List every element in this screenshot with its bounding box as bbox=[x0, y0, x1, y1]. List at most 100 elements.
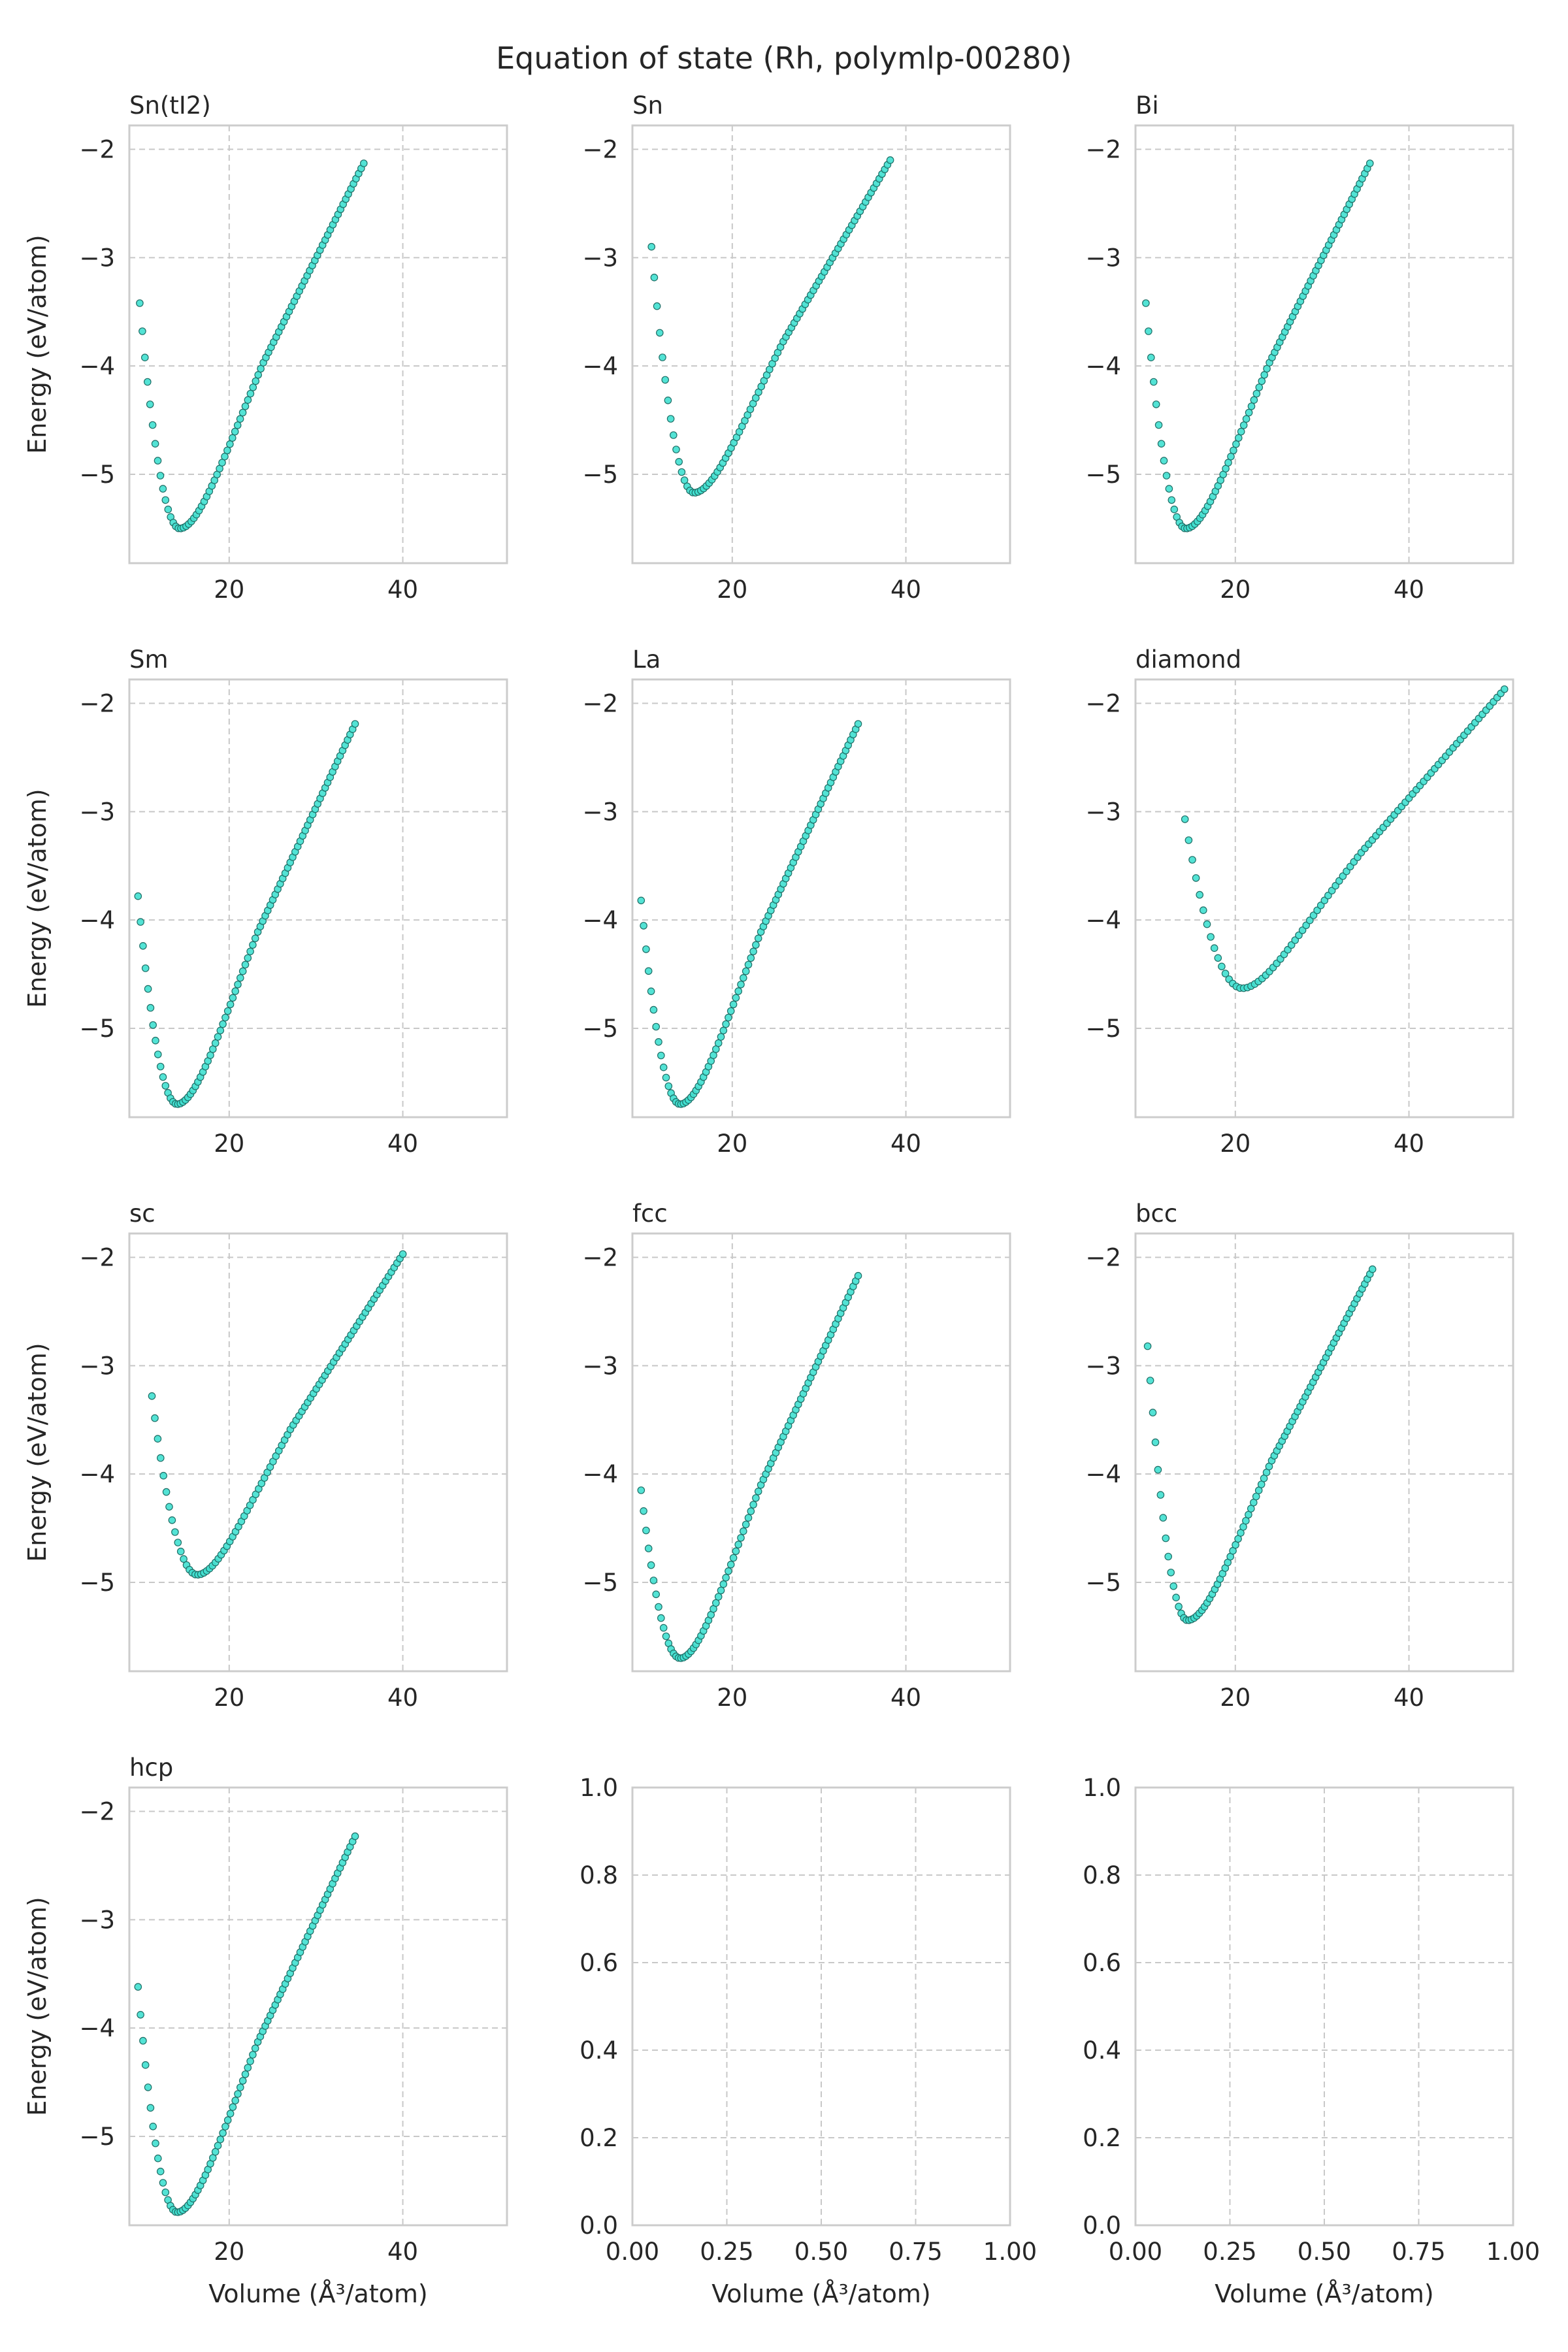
y-tick-label: −3 bbox=[582, 244, 618, 272]
subplot-11: 0.00 0.25 0.50 0.75 1.00 0.0 0.2 0.4 0.6 0.8 1.0 Vo… bbox=[580, 1774, 1037, 2308]
data-point bbox=[154, 457, 162, 465]
series-points bbox=[1142, 159, 1374, 532]
data-point bbox=[644, 967, 653, 975]
data-point bbox=[754, 934, 762, 943]
data-point bbox=[732, 994, 740, 1002]
data-point bbox=[1159, 1514, 1168, 1522]
y-axis-label: Energy (eV/atom) bbox=[23, 1897, 52, 2115]
data-point bbox=[137, 918, 144, 926]
y-tick-label: −2 bbox=[1085, 689, 1121, 717]
data-point bbox=[1218, 962, 1226, 971]
data-point bbox=[752, 1494, 760, 1502]
plot-area bbox=[129, 679, 507, 1117]
data-point bbox=[152, 1036, 159, 1045]
x-tick-label: 40 bbox=[387, 1130, 418, 1158]
data-point bbox=[886, 156, 894, 164]
data-point bbox=[148, 421, 157, 429]
data-point bbox=[647, 987, 655, 996]
data-point bbox=[168, 1516, 176, 1524]
series-points bbox=[1181, 685, 1509, 992]
plot-area bbox=[632, 125, 1010, 563]
x-tick-label: 40 bbox=[387, 2238, 418, 2266]
y-tick-label: −2 bbox=[1085, 1243, 1121, 1271]
data-point bbox=[211, 1039, 220, 1047]
data-point bbox=[737, 1534, 745, 1542]
data-point bbox=[747, 954, 755, 962]
x-axis-label: Volume (Å³/atom) bbox=[208, 2279, 428, 2308]
subplot-12: 0.00 0.25 0.50 0.75 1.00 0.0 0.2 0.4 0.6 0.8 1.0 Vo… bbox=[1083, 1774, 1540, 2308]
data-point bbox=[236, 415, 244, 423]
data-point bbox=[146, 1004, 155, 1012]
data-point bbox=[156, 472, 165, 480]
data-point bbox=[249, 2051, 257, 2059]
data-point bbox=[644, 1544, 653, 1552]
data-point bbox=[1143, 1342, 1152, 1350]
data-point bbox=[231, 2097, 239, 2104]
data-point bbox=[1295, 931, 1303, 939]
data-point bbox=[1145, 327, 1152, 335]
data-point bbox=[649, 1005, 658, 1014]
y-tick-label: 0.6 bbox=[580, 1949, 618, 1977]
data-point bbox=[659, 1063, 668, 1071]
data-point bbox=[221, 1013, 229, 1022]
subplot-6: 20 40 −5 −4 −3 −2 diamond bbox=[1085, 645, 1514, 1158]
y-tick-label: 0.4 bbox=[1083, 2036, 1121, 2065]
data-point bbox=[141, 353, 149, 361]
y-tick-label: 0.2 bbox=[1083, 2124, 1121, 2152]
data-point bbox=[1184, 836, 1193, 844]
data-point bbox=[246, 389, 255, 398]
data-point bbox=[652, 1590, 660, 1599]
data-point bbox=[1181, 815, 1189, 823]
data-point bbox=[1309, 911, 1318, 919]
axes-frame bbox=[128, 1786, 508, 2227]
data-point bbox=[1500, 685, 1509, 693]
series-points bbox=[647, 156, 894, 497]
subplot-title: sc bbox=[129, 1200, 155, 1228]
data-point bbox=[742, 1520, 750, 1529]
data-point bbox=[642, 1526, 650, 1535]
axes-frame bbox=[631, 1232, 1011, 1673]
data-point bbox=[1150, 378, 1158, 386]
y-tick-label: 0.6 bbox=[1083, 1949, 1121, 1977]
x-tick-label: 20 bbox=[214, 2238, 244, 2266]
plot-area bbox=[1135, 1233, 1513, 1671]
data-point bbox=[162, 1488, 171, 1496]
data-point bbox=[1200, 906, 1207, 914]
x-tick-label: 0.50 bbox=[794, 2238, 848, 2266]
data-point bbox=[642, 945, 650, 953]
y-tick-label: 0.0 bbox=[580, 2212, 618, 2240]
data-point bbox=[1306, 916, 1314, 924]
y-tick-label: −4 bbox=[582, 352, 618, 380]
data-point bbox=[1154, 1465, 1162, 1474]
figure-title: Equation of state (Rh, polymlp-00280) bbox=[496, 41, 1072, 76]
data-point bbox=[226, 2110, 235, 2117]
y-tick-label: −5 bbox=[79, 461, 115, 489]
x-tick-label: 0.00 bbox=[606, 2238, 659, 2266]
subplot-title: La bbox=[632, 645, 661, 674]
subplot-title: bcc bbox=[1135, 1200, 1177, 1228]
data-point bbox=[647, 1561, 655, 1569]
data-point bbox=[637, 896, 645, 905]
data-point bbox=[675, 457, 683, 466]
data-point bbox=[1245, 408, 1253, 417]
x-tick-label: 0.25 bbox=[1203, 2238, 1256, 2266]
y-tick-label: −3 bbox=[1085, 798, 1121, 826]
y-tick-label: −3 bbox=[79, 244, 115, 272]
data-point bbox=[1203, 920, 1211, 928]
y-tick-label: −3 bbox=[1085, 1352, 1121, 1380]
data-point bbox=[1175, 1603, 1183, 1610]
data-point bbox=[180, 1555, 188, 1563]
data-point bbox=[722, 1020, 730, 1028]
y-tick-label: −4 bbox=[79, 352, 115, 380]
data-point bbox=[717, 1033, 725, 1041]
data-point bbox=[659, 1624, 668, 1632]
data-point bbox=[139, 2036, 147, 2045]
data-point bbox=[216, 2135, 225, 2144]
y-tick-label: −5 bbox=[582, 1569, 618, 1597]
data-point bbox=[152, 2139, 159, 2148]
data-point bbox=[241, 960, 250, 969]
data-point bbox=[176, 1547, 185, 1556]
data-point bbox=[223, 2116, 232, 2124]
axes-frame bbox=[631, 1786, 1011, 2227]
